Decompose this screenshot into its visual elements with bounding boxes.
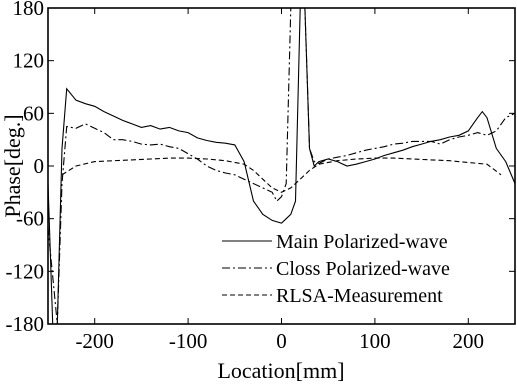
x-tick-label: 0 [276, 329, 287, 353]
x-axis-label: Location[mm] [217, 358, 344, 383]
ticks-layer: -200 -100 0 100 200 -180 -120 -60 0 60 120 180 [6, 0, 515, 353]
y-tick-label: -180 [6, 312, 45, 336]
y-tick-label: 180 [13, 0, 45, 20]
x-tick-label: -200 [75, 329, 114, 353]
x-tick-label: 200 [453, 329, 485, 353]
legend-label-3: RLSA-Measurement [276, 285, 443, 307]
series-line-3 [61, 157, 502, 193]
y-tick-label: 0 [34, 154, 45, 178]
y-tick-label: -120 [6, 259, 45, 283]
y-axis-label: Phase[deg.] [0, 114, 25, 217]
x-tick-label: 100 [359, 329, 391, 353]
series-line-1 [48, 8, 515, 324]
y-tick-label: -60 [16, 207, 44, 231]
x-tick-label: -100 [169, 329, 208, 353]
y-tick-label: 60 [23, 101, 44, 125]
series-layer [48, 8, 515, 324]
series-line-2 [48, 8, 515, 324]
legend-label-1: Main Polarized-wave [276, 231, 448, 253]
legend-label-2: Closs Polarized-wave [276, 258, 450, 280]
legend: Main Polarized-wave Closs Polarized-wave R… [222, 231, 450, 307]
y-tick-label: 120 [13, 49, 45, 73]
